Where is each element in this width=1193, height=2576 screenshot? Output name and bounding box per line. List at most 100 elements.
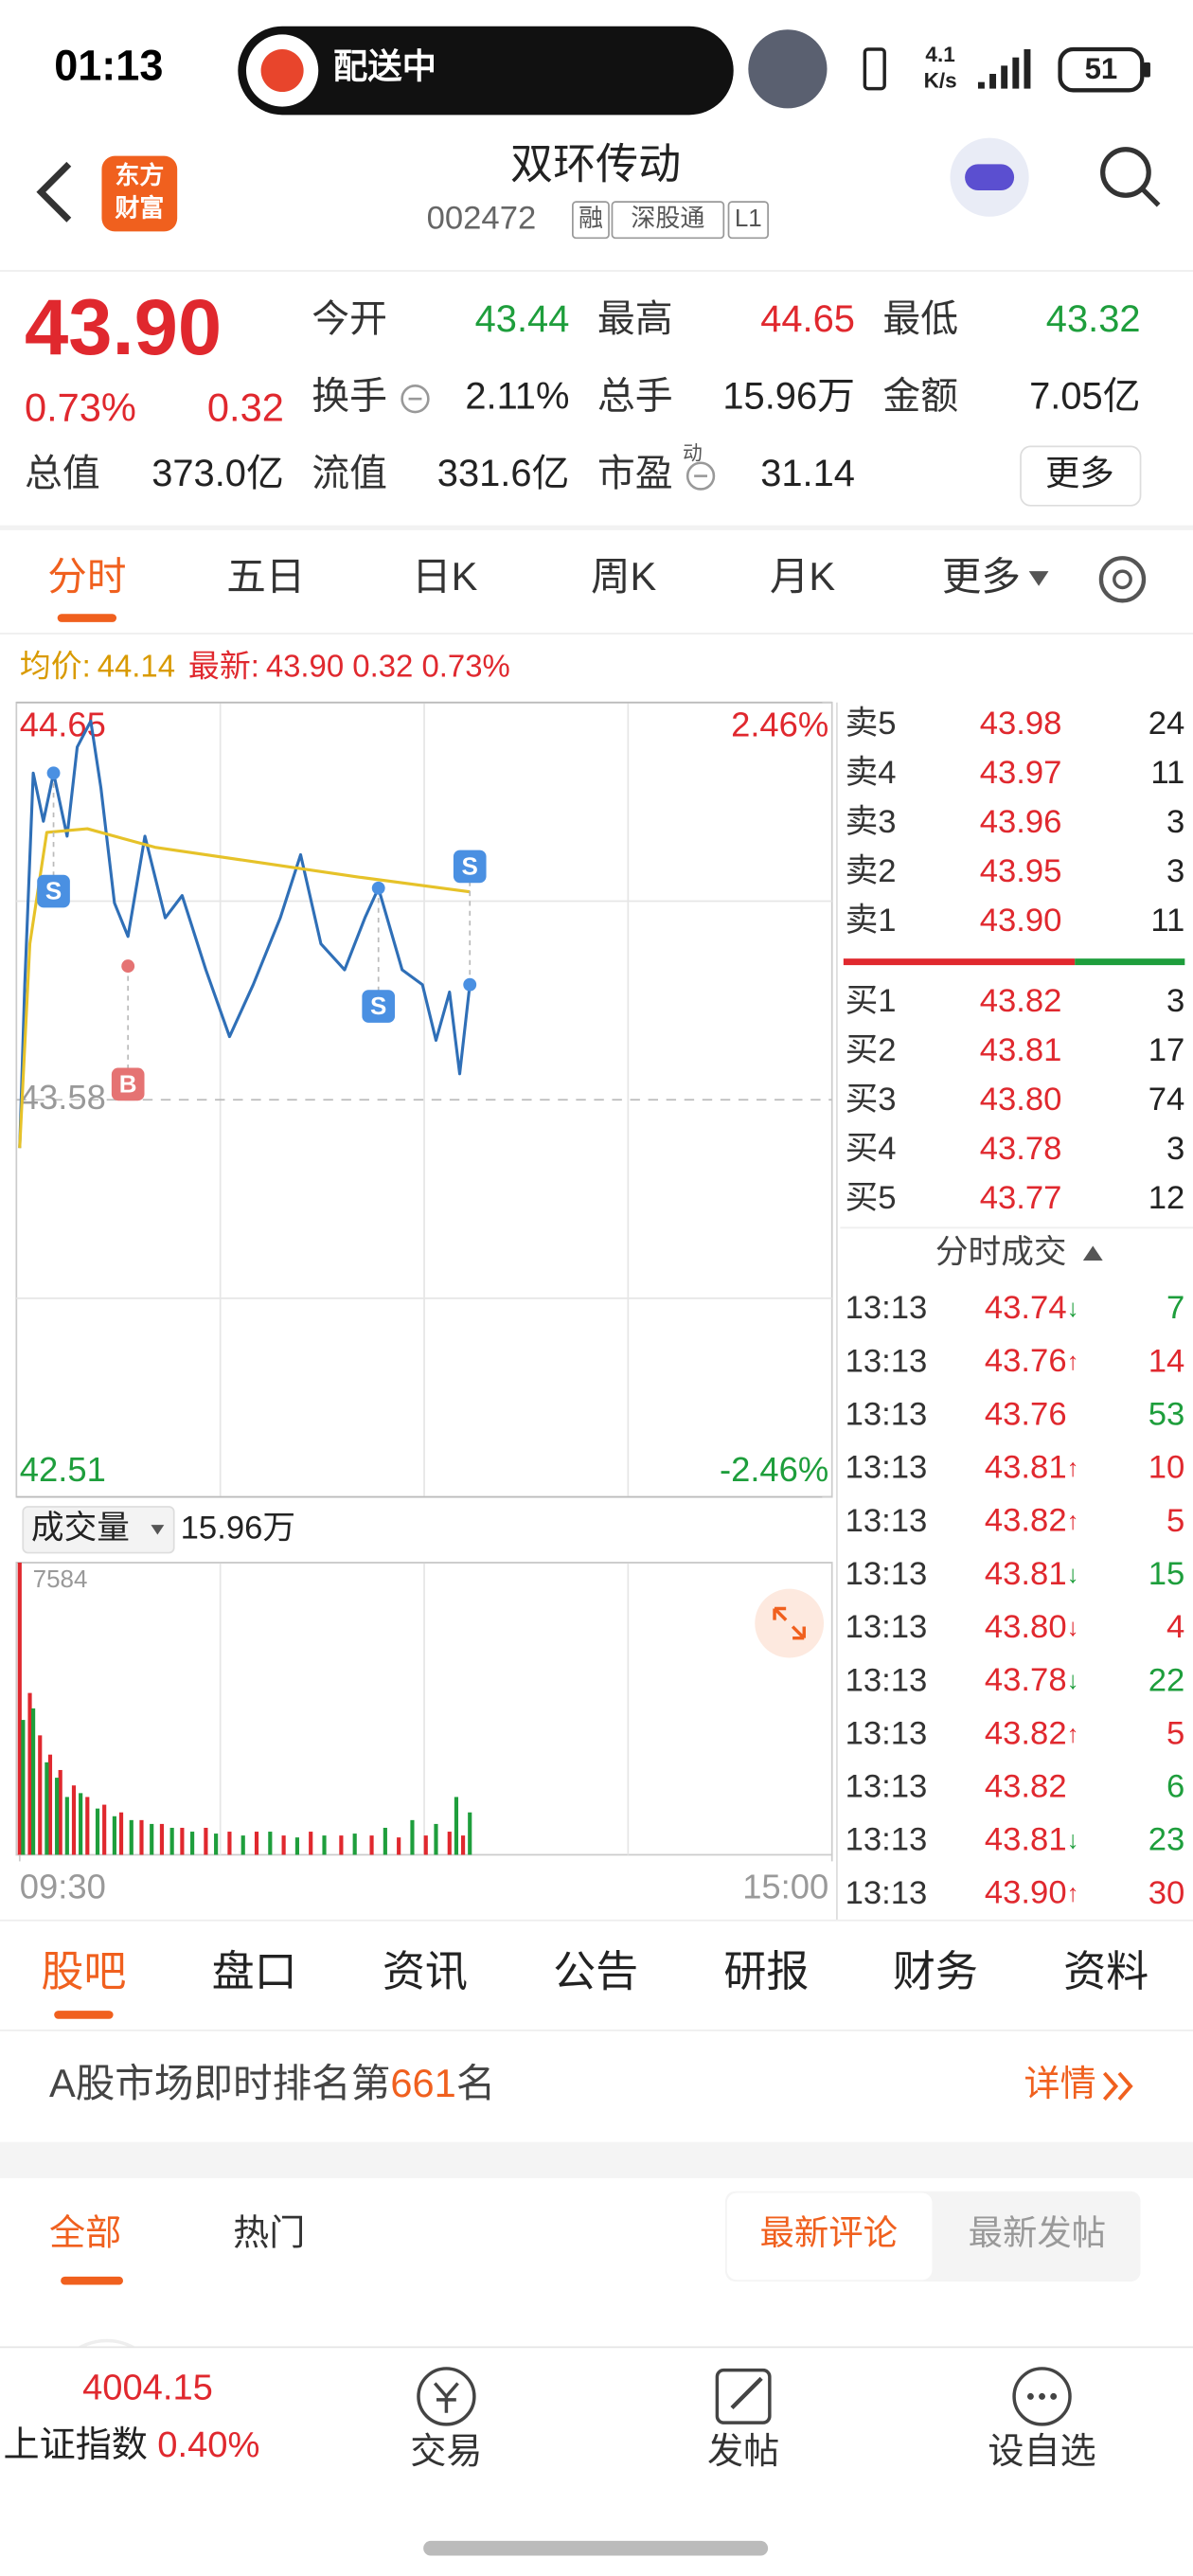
book-level: 买4 — [846, 1131, 897, 1167]
book-price: 43.80 — [980, 1082, 1062, 1118]
logo — [101, 155, 178, 232]
feed-tab[interactable]: 全部 — [49, 2213, 121, 2254]
stock-code: 002472 — [427, 200, 537, 236]
feed-tab[interactable]: 热门 — [233, 2213, 305, 2254]
stat-label: 最低 — [882, 298, 958, 340]
period-tab[interactable]: 月K — [770, 554, 836, 599]
volume-bar — [204, 1827, 208, 1855]
section-tab[interactable]: 盘口 — [212, 1947, 297, 1995]
stat-value: 44.65 — [760, 298, 855, 340]
settings-icon-core — [1113, 569, 1132, 590]
trade-volume: 5 — [1166, 1503, 1184, 1539]
trade-volume: 6 — [1166, 1769, 1184, 1805]
trade-arrow: ↑ — [1067, 1453, 1079, 1481]
x-tick-label: 09:30 — [20, 1867, 106, 1905]
expand-button[interactable] — [755, 1588, 825, 1658]
nav-label[interactable]: 交易 — [410, 2431, 482, 2472]
volume-bar — [21, 1720, 26, 1855]
post-icon — [715, 2368, 772, 2424]
speed-value: 4.1 — [925, 43, 954, 66]
more-button-label[interactable]: 更多 — [1045, 454, 1114, 492]
trade-time: 13:13 — [846, 1769, 928, 1805]
period-tab[interactable]: 周K — [591, 554, 657, 599]
period-tab[interactable]: 更多 — [942, 554, 1021, 599]
rank-detail[interactable]: 详情 — [1024, 2064, 1096, 2104]
sort-option[interactable]: 最新评论 — [759, 2213, 898, 2252]
volume-bar — [322, 1835, 327, 1855]
stat-label: 金额 — [882, 376, 958, 418]
trade-price-value: 43.76 — [985, 1397, 1067, 1433]
volume-bar — [339, 1835, 344, 1855]
nav-label[interactable]: 设自选 — [988, 2431, 1095, 2472]
stock-name: 双环传动 — [510, 140, 681, 188]
book-volume: 11 — [1150, 755, 1184, 791]
index-change: 0.40% — [157, 2424, 259, 2465]
trade-time: 13:13 — [846, 1715, 928, 1751]
settings-icon[interactable] — [1098, 556, 1147, 603]
trades-title: 分时成交 — [935, 1234, 1067, 1270]
volume-bar — [309, 1832, 313, 1855]
section-tab[interactable]: 股吧 — [41, 1947, 126, 1995]
trade-price-value: 43.81 — [985, 1450, 1067, 1486]
volume-bar — [55, 1778, 60, 1855]
index-name: 上证指数 — [3, 2424, 147, 2465]
trade-badge — [362, 990, 396, 1023]
tag-box — [572, 201, 610, 240]
info-icon — [401, 384, 430, 414]
vibrate-icon — [863, 47, 886, 91]
book-price: 43.96 — [980, 804, 1062, 840]
y2-tick-label: -2.46% — [720, 1450, 828, 1489]
section-tab-underline — [54, 2011, 114, 2019]
period-tab[interactable]: 五日 — [226, 554, 305, 599]
back-button[interactable] — [36, 161, 72, 223]
avg-label: 均价: — [20, 648, 91, 683]
section-tab[interactable]: 财务 — [893, 1947, 978, 1995]
x-tick-label: 15:00 — [742, 1867, 828, 1905]
trade-price-value: 43.78 — [985, 1662, 1067, 1698]
trade-arrow: ↓ — [1067, 1613, 1079, 1641]
trade-price: 43.80↓ — [985, 1609, 1079, 1645]
watchlist-icon-dot — [1050, 2392, 1058, 2400]
battery — [1058, 46, 1145, 93]
section-tab[interactable]: 资料 — [1063, 1947, 1148, 1995]
trade-badge — [111, 1067, 145, 1101]
bottom-bar — [0, 2347, 1193, 2576]
sort-option[interactable]: 最新发帖 — [969, 2213, 1107, 2252]
book-price: 43.78 — [980, 1131, 1062, 1167]
stat-value: 7.05亿 — [1029, 376, 1140, 418]
section-tab[interactable]: 公告 — [553, 1947, 638, 1995]
signal-bar — [1024, 48, 1031, 89]
info-icon — [686, 461, 716, 491]
y-tick-label: 43.58 — [20, 1078, 106, 1117]
tag: 融 — [579, 204, 603, 232]
signal-bar — [989, 73, 997, 89]
volume-bar — [281, 1835, 286, 1855]
book-price: 43.95 — [980, 853, 1062, 889]
dropdown-caret — [151, 1525, 165, 1535]
search-icon[interactable] — [1100, 147, 1151, 198]
stat-label: 流值 — [312, 453, 387, 494]
volume-bar — [17, 1562, 22, 1855]
volume-bar — [214, 1834, 219, 1855]
stat-label: 换手 — [312, 376, 387, 418]
volume-bar — [58, 1769, 62, 1855]
stat-value: 373.0亿 — [151, 453, 284, 494]
period-tab[interactable]: 分时 — [47, 554, 126, 599]
price-line — [18, 827, 471, 1149]
trade-volume: 10 — [1148, 1450, 1185, 1486]
trade-volume: 4 — [1166, 1609, 1184, 1645]
book-volume: 24 — [1148, 706, 1185, 742]
section-tab[interactable]: 资讯 — [383, 1947, 468, 1995]
book-price: 43.90 — [980, 903, 1062, 939]
trade-price-value: 43.90 — [985, 1875, 1067, 1911]
trade-badge-label: S — [462, 851, 478, 880]
y2-tick-label: 2.46% — [731, 705, 828, 743]
stat-label: 今开 — [312, 298, 387, 340]
volume-bar — [150, 1823, 154, 1855]
nav-label[interactable]: 发帖 — [707, 2431, 779, 2472]
trade-price: 43.74↓ — [985, 1290, 1079, 1326]
trade-price-value: 43.81 — [985, 1822, 1067, 1858]
period-tab[interactable]: 日K — [412, 554, 478, 599]
section-tab[interactable]: 研报 — [723, 1947, 809, 1995]
